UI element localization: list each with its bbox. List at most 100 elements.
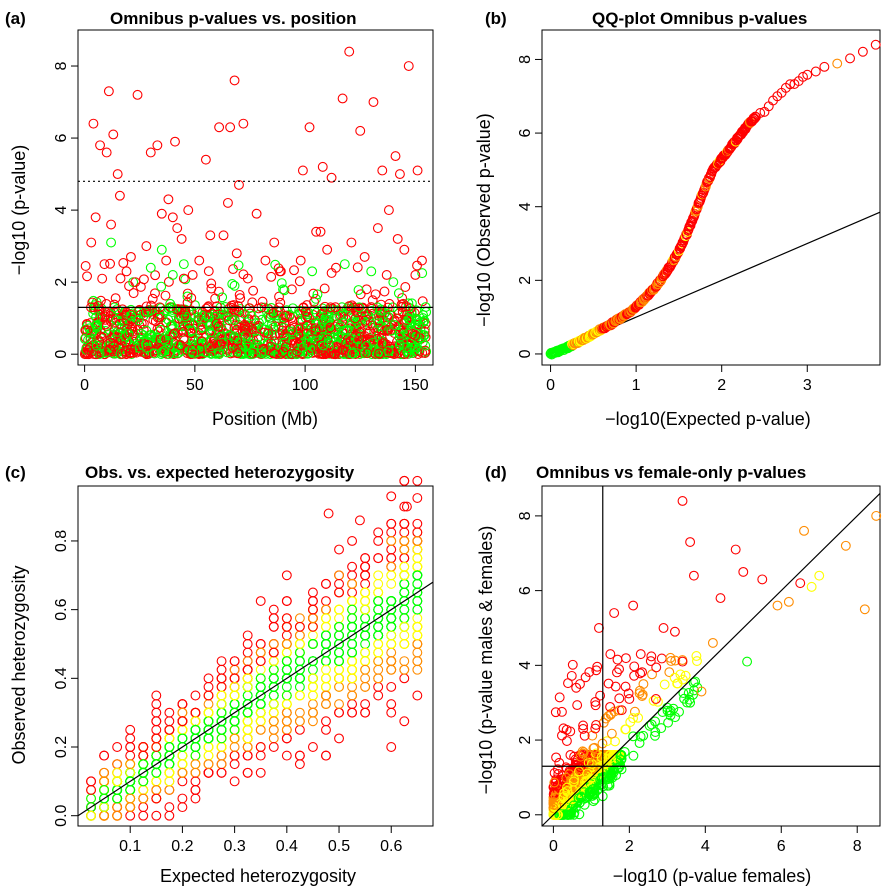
mid-point (550, 707, 561, 718)
heterozygosity-point (151, 742, 162, 752)
highlight-point (715, 593, 726, 604)
background-point (332, 345, 343, 356)
background-point (232, 348, 243, 359)
background-point (164, 349, 174, 359)
highlight-point (738, 566, 749, 577)
background-point (180, 311, 191, 322)
background-point (347, 348, 358, 359)
heterozygosity-point (242, 639, 253, 649)
band-edge-point (276, 278, 287, 289)
heterozygosity-point (268, 699, 279, 710)
heterozygosity-point (216, 664, 227, 675)
qq-point (785, 79, 796, 90)
heterozygosity-point (229, 750, 240, 761)
heterozygosity-point (347, 621, 358, 632)
heterozygosity-point (190, 690, 201, 701)
y-tick-label: 8 (53, 61, 70, 70)
background-point (215, 339, 226, 350)
heterozygosity-point (268, 707, 279, 718)
cluster-point (550, 809, 561, 820)
heterozygosity-point (281, 656, 292, 667)
heterozygosity-point (164, 759, 175, 770)
heterozygosity-point (373, 630, 384, 641)
heterozygosity-point (307, 707, 318, 718)
heterozygosity-point (164, 733, 175, 744)
mid-point (650, 716, 661, 727)
heterozygosity-point (360, 613, 371, 624)
heterozygosity-point (412, 475, 423, 486)
band-edge-point (361, 284, 372, 295)
mid-point (672, 678, 683, 689)
band-edge-point (248, 285, 259, 296)
background-point (297, 342, 308, 353)
heterozygosity-point (229, 656, 240, 667)
x-tick-label: 0.1 (119, 838, 141, 855)
heterozygosity-point (294, 690, 305, 701)
mid-point (612, 654, 623, 665)
omnibus-point (108, 129, 119, 140)
heterozygosity-point (294, 716, 305, 727)
mid-point (587, 730, 598, 741)
mid-point (578, 747, 589, 758)
background-point (280, 310, 291, 321)
omnibus-point (304, 122, 315, 133)
background-point (236, 347, 247, 358)
background-point (175, 340, 186, 351)
background-point (292, 349, 303, 359)
heterozygosity-point (399, 587, 410, 598)
heterozygosity-point (125, 810, 136, 821)
panel-a-xlabel: Position (Mb) (212, 409, 318, 429)
heterozygosity-point (203, 733, 214, 744)
heterozygosity-point (177, 699, 188, 710)
heterozygosity-point (229, 733, 240, 744)
heterozygosity-point (373, 664, 384, 675)
highlight-point (840, 540, 851, 551)
background-point (269, 348, 279, 359)
heterozygosity-point (151, 776, 162, 787)
heterozygosity-point (386, 553, 397, 564)
heterozygosity-point (255, 716, 266, 727)
heterozygosity-point (399, 578, 410, 589)
heterozygosity-point (138, 742, 149, 752)
band-edge-point (105, 258, 116, 269)
heterozygosity-point (216, 724, 227, 735)
heterozygosity-point (294, 707, 305, 718)
heterozygosity-point (164, 767, 175, 778)
heterozygosity-point (138, 767, 149, 778)
heterozygosity-point (255, 656, 266, 667)
mid-point (584, 667, 595, 678)
band-edge-point (400, 282, 411, 292)
cluster-point (574, 809, 585, 820)
mid-point (565, 726, 576, 737)
heterozygosity-point (347, 570, 358, 581)
highlight-point (685, 697, 696, 708)
band-edge-point (97, 273, 108, 284)
mid-point (606, 728, 617, 739)
panel-b-title: QQ-plot Omnibus p-values (592, 9, 807, 28)
heterozygosity-point (321, 690, 331, 701)
heterozygosity-point (321, 639, 331, 649)
heterozygosity-point (268, 690, 279, 701)
heterozygosity-point (203, 750, 214, 761)
panel-d: (d) Omnibus vs female-only p-values −log… (476, 463, 882, 886)
qq-point (845, 53, 856, 64)
heterozygosity-point (138, 810, 149, 821)
background-point (155, 334, 166, 345)
cluster-point (579, 787, 590, 798)
band-edge-point (294, 276, 305, 287)
heterozygosity-point (307, 587, 318, 598)
mid-point (590, 700, 601, 711)
heterozygosity-point (112, 810, 123, 821)
cluster-point (568, 800, 579, 811)
panel-b-plot-frame (541, 29, 881, 366)
background-point (278, 346, 289, 357)
omnibus-point (183, 205, 194, 216)
heterozygosity-point (255, 639, 266, 649)
omnibus-point (390, 151, 401, 162)
background-point (318, 344, 329, 355)
heterozygosity-point (203, 690, 214, 701)
mid-point (563, 678, 573, 689)
heterozygosity-point (307, 621, 318, 632)
background-point (387, 346, 398, 357)
